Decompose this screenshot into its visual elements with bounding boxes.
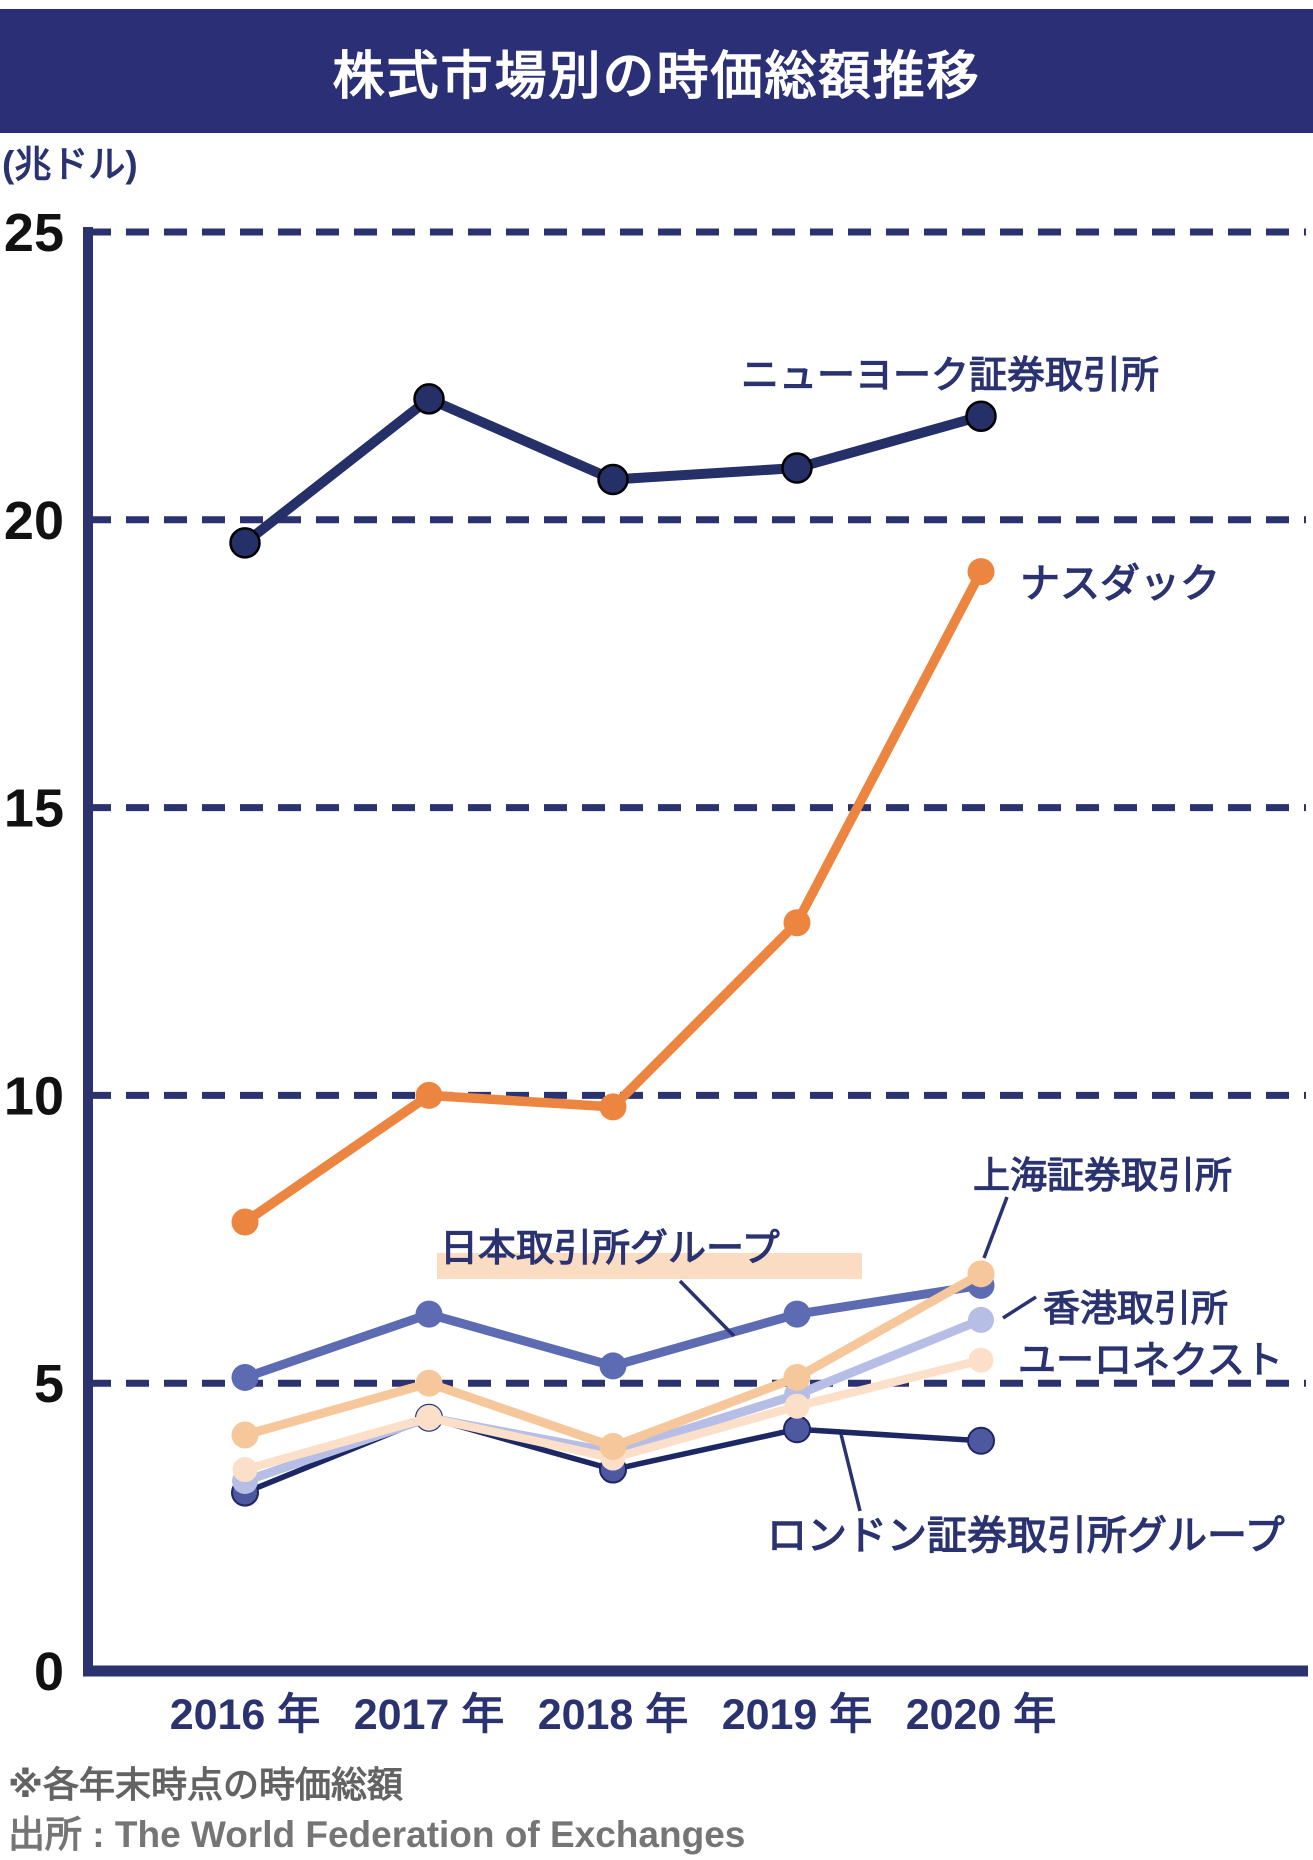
series-label-jpx: 日本取引所グループ [440,1228,780,1270]
label-highlight-jpx [437,1253,862,1279]
series-nyse-marker-2018 [597,463,629,496]
y-tick-label-0: 0 [34,1642,64,1702]
x-label-2017: 2017 年 [354,1691,505,1739]
series-nasdaq-marker-2017 [415,1081,443,1109]
y-tick-label-15: 15 [4,779,64,839]
x-label-2019: 2019 年 [722,1691,873,1739]
y-tick-label-20: 20 [4,491,64,551]
series-jpx-marker-2016 [231,1363,259,1391]
series-label-hkex: 香港取引所 [1043,1288,1228,1329]
series-sse [231,1260,995,1461]
x-label-2020: 2020 年 [906,1691,1057,1739]
y-axis-unit-label: (兆ドル) [2,144,138,185]
series-nyse-marker-2019 [781,452,813,484]
series-sse-marker-2018 [599,1433,627,1461]
series-sse-marker-2019 [783,1363,811,1391]
label-leader-sse [982,1196,1009,1259]
series-sse-marker-2020 [967,1260,995,1288]
series-lse-marker-2019 [783,1415,811,1444]
y-tick-label-25: 25 [4,203,64,263]
label-leader-lse [839,1433,862,1512]
series-hkex-marker-2020 [968,1306,994,1333]
label-leader-hkex [1002,1295,1037,1320]
title-banner: 株式市場別の時価総額推移 [0,9,1313,133]
label-leader-jpx [678,1279,736,1338]
series-sse-marker-2016 [231,1421,259,1449]
series-nyse [229,383,997,559]
series-label-euronext: ユーロネクスト [1018,1340,1283,1382]
series-sse-marker-2017 [415,1369,443,1397]
series-nyse-marker-2017 [413,383,445,415]
series-lse-marker-2020 [967,1426,995,1455]
source-note: 出所 : The World Federation of Exchanges [8,1814,746,1855]
series-nasdaq-line [240,566,986,1227]
series-jpx-marker-2017 [415,1300,443,1328]
series-euronext-marker-2017 [416,1405,442,1431]
page-title: 株式市場別の時価総額推移 [332,47,981,106]
series-label-lse: ロンドン証券取引所グループ [767,1514,1285,1558]
series-nyse-marker-2020 [965,400,997,432]
series-jpx-marker-2019 [783,1300,811,1328]
y-tick-label-5: 5 [34,1354,64,1414]
series-nasdaq [231,558,995,1236]
series-label-nasdaq: ナスダック [1020,562,1220,606]
series-label-nyse: ニューヨーク証券取引所 [741,355,1159,397]
series-euronext-marker-2016 [232,1457,258,1483]
series-nyse-marker-2016 [229,527,261,559]
series-nasdaq-marker-2020 [967,558,995,586]
series-euronext-marker-2019 [784,1393,810,1419]
series-nasdaq-marker-2019 [783,909,811,937]
series-label-sse: 上海証券取引所 [973,1155,1232,1196]
y-tick-label-10: 10 [4,1066,64,1126]
series-jpx-marker-2018 [599,1352,627,1380]
footnote: ※各年末時点の時価総額 [8,1764,403,1805]
series-euronext-marker-2020 [968,1347,994,1373]
x-label-2018: 2018 年 [538,1691,689,1739]
series-nasdaq-marker-2016 [231,1208,259,1236]
series-nasdaq-marker-2018 [599,1093,627,1121]
x-label-2016: 2016 年 [170,1691,321,1739]
